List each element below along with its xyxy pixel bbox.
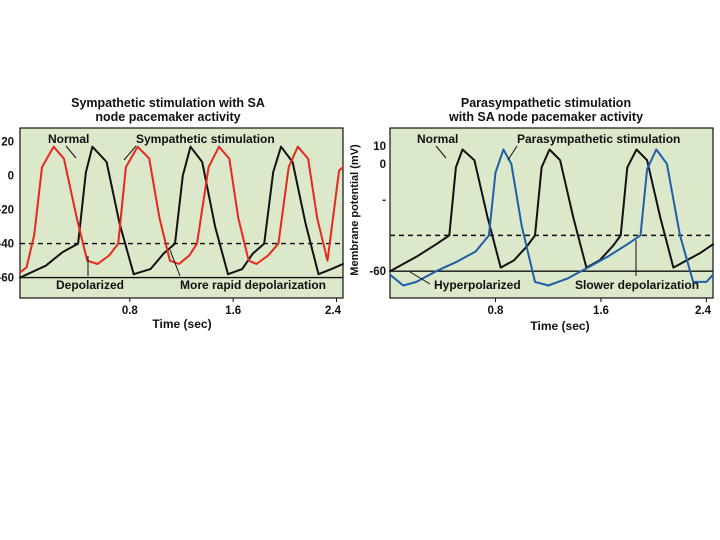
x-axis-label: Time (sec) xyxy=(152,317,211,331)
y-tick-label: - xyxy=(382,195,386,207)
y-tick-label: -20 xyxy=(0,205,14,217)
rapid-depolarization-label: More rapid depolarization xyxy=(180,278,326,292)
hyperpolarized-pointer xyxy=(409,271,431,285)
chart-title-line-1: Parasympathetic stimulation xyxy=(461,96,631,110)
parasympathetic-chart: Parasympathetic stimulation with SA node… xyxy=(369,96,714,333)
stimulation-pointer xyxy=(507,145,518,161)
chart-title-line-2: with SA node pacemaker activity xyxy=(448,110,643,124)
depolarized-label: Depolarized xyxy=(56,278,124,292)
x-tick-label: 2.4 xyxy=(695,305,712,317)
y-tick-label: 0 xyxy=(8,171,14,183)
rapid-depolarization-pointer xyxy=(169,249,181,277)
parasympathetic-trace xyxy=(389,148,714,287)
x-axis-label: Time (sec) xyxy=(530,319,589,333)
y-tick-label: 20 xyxy=(1,137,14,149)
y-tick-label: -60 xyxy=(369,266,386,278)
normal-label: Normal xyxy=(417,132,458,146)
y-tick-label: 0 xyxy=(380,159,386,171)
sympathetic-trace xyxy=(19,145,344,274)
slower-depolarization-label: Slower depolarization xyxy=(575,278,699,292)
x-tick-label: 1.6 xyxy=(593,305,609,317)
y-tick-label: 10 xyxy=(373,141,386,153)
stimulation-label: Sympathetic stimulation xyxy=(136,132,275,146)
normal-pointer xyxy=(435,145,447,159)
x-tick-label: 1.6 xyxy=(225,305,241,317)
y-tick-label: -60 xyxy=(0,273,14,285)
y-axis-label: Membrane potential (mV) xyxy=(349,144,361,276)
x-tick-label: 0.8 xyxy=(487,305,504,317)
chart-title-line-1: Sympathetic stimulation with SA xyxy=(71,96,265,110)
normal-label: Normal xyxy=(48,132,89,146)
hyperpolarized-label: Hyperpolarized xyxy=(434,278,521,292)
x-tick-label: 2.4 xyxy=(325,305,342,317)
chart-title-line-2: node pacemaker activity xyxy=(95,110,240,124)
stimulation-pointer xyxy=(123,145,137,161)
normal-pointer xyxy=(65,145,77,159)
normal-trace xyxy=(389,148,714,273)
sympathetic-chart: Sympathetic stimulation with SA node pac… xyxy=(0,96,344,331)
y-tick-label: -40 xyxy=(0,239,14,251)
plot-area xyxy=(389,127,714,299)
stimulation-label: Parasympathetic stimulation xyxy=(517,132,680,146)
x-tick-label: 0.8 xyxy=(122,305,139,317)
normal-trace xyxy=(19,145,344,279)
